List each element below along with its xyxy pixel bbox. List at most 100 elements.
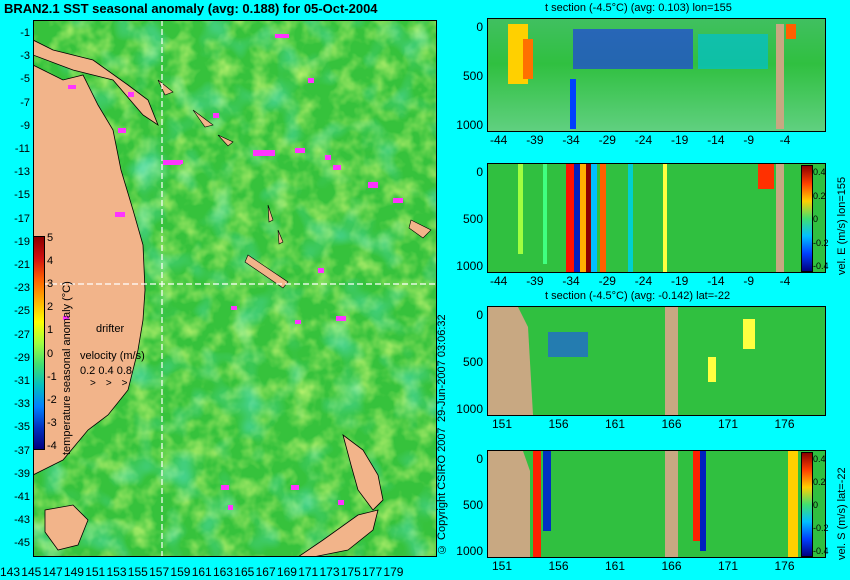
lon-tick-label: 161 (191, 565, 212, 579)
panel-1-x-tick: -29 (598, 133, 616, 147)
legend-velocity-arrows: >>> (90, 378, 138, 389)
velocity-south-colorbar (801, 452, 813, 557)
tasmania-landmass (44, 504, 89, 551)
panel-3-x-tick: 156 (548, 417, 569, 431)
velocity-east-colorbar (801, 165, 813, 272)
panel-1-x-tick: -24 (634, 133, 653, 147)
vanuatu-islands (267, 204, 284, 245)
panel-2-x-tick: -24 (634, 274, 653, 288)
panel-2-x-tick: -29 (598, 274, 616, 288)
lat-tick-label: -17 (14, 212, 30, 225)
map-graphic (33, 20, 437, 557)
lat-tick-label: -15 (14, 189, 30, 202)
new-zealand-south (297, 509, 379, 557)
colorbar-tick-label: -3 (47, 416, 57, 429)
colorbar-tick-label: 3 (47, 278, 54, 291)
panel-3-x-tick: 166 (661, 417, 682, 431)
new-zealand-north (342, 433, 384, 511)
colorbar-tick-label: 4 (47, 255, 54, 268)
lat-tick-label: -5 (20, 73, 30, 86)
lon-tick-label: 151 (85, 565, 106, 579)
panel-3-x-tick: 171 (718, 417, 739, 431)
panel-4-y-tick: 0 (476, 452, 483, 466)
panel-2-y-tick: 0 (476, 165, 483, 179)
panel-1-x-tick: -44 (490, 133, 508, 147)
panel-1-title: t section (-4.5°C) (avg: 0.103) lon=155 (545, 2, 732, 14)
lat-tick-label: -33 (14, 398, 30, 411)
drifter-markers (63, 34, 403, 510)
sst-anomaly-map (33, 20, 437, 557)
lon-tick-label: 155 (127, 565, 148, 579)
panel-4-colorbar-tick: 0 (813, 500, 819, 510)
lon-tick-label: 147 (42, 565, 63, 579)
panel-1-temp-section-lon (487, 18, 826, 132)
panel-3-y-tick: 0 (476, 308, 483, 322)
lat-tick-label: -13 (14, 166, 30, 179)
map-title: BRAN2.1 SST seasonal anomaly (avg: 0.188… (4, 1, 378, 16)
new-guinea-landmass (33, 39, 159, 127)
panel-2-x-tick: -39 (526, 274, 544, 288)
copyright-label: © Copyright CSIRO 2007 (436, 427, 448, 555)
panel-4-colorbar-tick: -0.4 (813, 546, 829, 556)
panel-4-colorbar-tick: -0.2 (813, 523, 829, 533)
panel-4-velocity-south (487, 450, 826, 558)
colorbar-tick-label: -1 (47, 370, 57, 383)
lon-tick-label: 171 (298, 565, 319, 579)
lon-tick-label: 173 (319, 565, 340, 579)
lat-tick-label: -41 (14, 491, 30, 503)
lat-tick-label: -31 (14, 375, 30, 387)
panel-4-x-tick: 171 (718, 559, 739, 573)
panel-1-x-tick: -39 (526, 133, 544, 147)
panel-4-plot (488, 451, 798, 557)
panel-3-x-tick: 161 (605, 417, 626, 431)
lat-tick-label: -37 (14, 444, 30, 457)
panel-2-colorbar-tick: 0.2 (813, 190, 826, 201)
lat-tick-label: -7 (20, 96, 30, 109)
lat-tick-label: -9 (20, 119, 30, 132)
panel-2-y-tick: 1000 (456, 259, 483, 273)
panel-2-x-tick: -4 (779, 274, 791, 288)
panel-2-colorbar-label: vel. E (m/s) lon=155 (836, 176, 848, 275)
lon-tick-label: 157 (149, 565, 170, 579)
panel-4-x-tick: 176 (774, 559, 795, 573)
panel-3-x-tick: 151 (492, 417, 513, 431)
panel-4-x-tick: 151 (492, 559, 513, 573)
panel-1-x-tick: -19 (671, 133, 689, 147)
panel-3-x-tick: 176 (774, 417, 795, 431)
lat-tick-label: -43 (14, 514, 30, 527)
colorbar-tick-label: -2 (47, 393, 57, 406)
panel-2-y-tick: 500 (462, 212, 483, 226)
lat-tick-label: -35 (14, 421, 30, 434)
lon-tick-label: 177 (362, 565, 383, 579)
legend-velocity-title: velocity (m/s) (80, 350, 145, 362)
lon-tick-label: 145 (21, 565, 42, 579)
lon-tick-label: 169 (276, 565, 297, 579)
panel-4-colorbar-label: vel. S (m/s) lat=-22 (836, 467, 848, 560)
panel-2-colorbar-tick: 0.4 (813, 167, 826, 177)
lat-tick-label: -3 (20, 50, 30, 63)
panel-2-x-tick: -14 (707, 274, 725, 288)
timestamp-label: 29-Jun-2007 03:06:32 (436, 314, 448, 422)
panel-1-plot (508, 24, 796, 129)
lat-tick-label: -1 (20, 27, 30, 39)
lon-tick-label: 159 (170, 565, 191, 579)
panel-4-x-tick: 166 (661, 559, 682, 573)
panel-1-x-tick: -9 (743, 133, 755, 147)
panel-2-colorbar-tick: 0 (813, 214, 819, 224)
colorbar-tick-label: -4 (47, 439, 57, 452)
lat-tick-label: -19 (14, 235, 30, 248)
panel-1-y-tick: 1000 (456, 118, 483, 132)
lon-tick-label: 143 (0, 565, 21, 579)
lat-tick-label: -39 (14, 467, 30, 480)
legend-drifter-label: drifter (96, 323, 125, 335)
lat-tick-label: -21 (14, 259, 30, 271)
panel-2-velocity-east (487, 163, 826, 273)
panel-4-colorbar-tick: 0.4 (813, 454, 826, 464)
panel-3-plot (488, 307, 755, 415)
fiji-islands (408, 219, 432, 239)
panel-4-colorbar-tick: 0.2 (813, 477, 826, 487)
panel-2-x-tick: -9 (743, 274, 755, 288)
lat-tick-label: -11 (14, 143, 30, 155)
panel-4-x-tick: 156 (548, 559, 569, 573)
panel-3-y-tick: 500 (462, 355, 483, 369)
